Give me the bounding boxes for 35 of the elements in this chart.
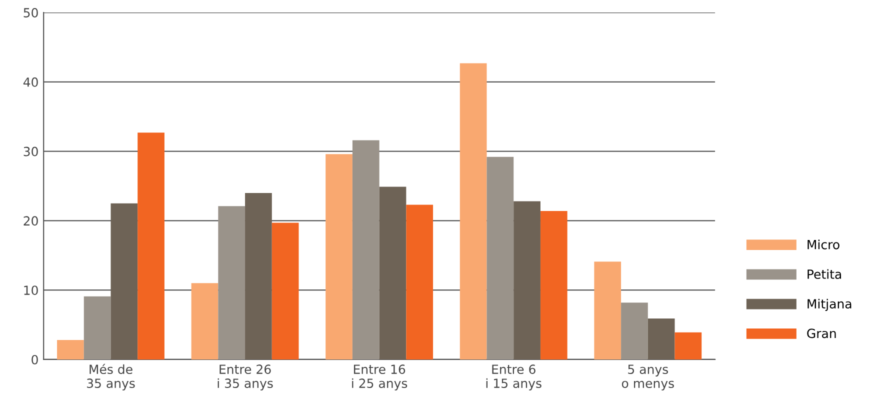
bar: [110, 203, 138, 360]
legend-label: Mitjana: [808, 298, 852, 311]
bar: [674, 332, 702, 360]
bar: [379, 186, 406, 360]
x-tick-label: Entre 26 i 35 anys: [218, 364, 273, 390]
x-tick-label: Entre 16 i 25 anys: [352, 364, 408, 390]
bar: [138, 132, 164, 360]
legend-label: Petita: [808, 269, 842, 279]
legend-label: Micro: [808, 240, 840, 250]
bar: [406, 204, 434, 360]
bar: [272, 222, 299, 360]
bar: [594, 262, 622, 360]
y-tick-label: 0: [32, 354, 38, 364]
bar: [352, 140, 380, 360]
legend-label: Gran: [807, 328, 836, 338]
bar: [514, 201, 540, 360]
y-tick-label: 10: [24, 286, 38, 296]
bar: [460, 63, 487, 360]
bar: [540, 210, 568, 360]
y-tick-label: 20: [24, 216, 38, 226]
bar: [486, 156, 514, 360]
bar: [326, 154, 352, 360]
bar: [245, 192, 272, 360]
y-tick-label: 30: [24, 146, 38, 156]
bar: [218, 206, 246, 360]
y-tick-label: 50: [24, 8, 38, 18]
y-tick-label: 40: [23, 77, 38, 87]
bar: [57, 340, 84, 360]
x-tick-label: Més de 35 anys: [87, 364, 135, 390]
bar: [621, 302, 648, 360]
x-tick-label: 5 anys o menys: [622, 364, 674, 390]
bar: [191, 283, 218, 360]
x-tick-label: Entre 6 i 15 anys: [486, 364, 542, 390]
bar: [648, 318, 675, 360]
bar: [84, 296, 111, 360]
